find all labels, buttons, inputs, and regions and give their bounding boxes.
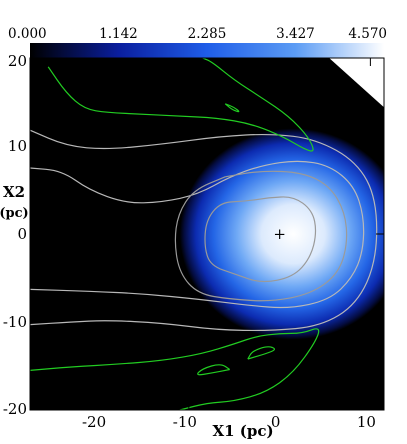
- empty-corner-region: [329, 58, 384, 108]
- plot-area: +: [30, 58, 384, 410]
- x-tick-label: -10: [173, 413, 197, 431]
- source-marker: +: [273, 225, 286, 243]
- contour-line: [174, 170, 348, 302]
- x-axis-ticks: -20 -10 0 10: [82, 58, 376, 431]
- contour-line: [30, 129, 378, 332]
- colorbar-tick-label: 3.427: [276, 26, 315, 42]
- y-axis-title: X2: [3, 183, 25, 201]
- contour-line: [224, 103, 240, 113]
- x-axis-title: X1 (pc): [212, 422, 273, 440]
- y-tick-label: 0: [17, 225, 27, 243]
- y-tick-label: 10: [8, 137, 27, 155]
- contour-line: [30, 160, 365, 309]
- contour-line: [30, 328, 320, 410]
- colorbar-tick-label: 0.000: [8, 26, 47, 42]
- y-tick-label: -10: [3, 313, 27, 331]
- contour-line: [197, 364, 231, 376]
- colorbar-tick-label: 1.142: [99, 26, 138, 42]
- y-axis-unit: (pc): [0, 206, 29, 221]
- colorbar-bar: [30, 43, 384, 58]
- x-tick-label: 0: [271, 413, 281, 431]
- contour-line: [204, 196, 317, 283]
- colorbar-tick-label: 4.570: [348, 26, 387, 42]
- x-tick-label: -20: [82, 413, 106, 431]
- colorbar: 0.000 1.142 2.285 3.427 4.570: [8, 26, 387, 58]
- y-axis-ticks: 20 10 0 -10 -20: [3, 52, 384, 418]
- contour-lines: [30, 58, 378, 410]
- x-tick-label: 10: [357, 413, 376, 431]
- colorbar-tick-labels: 0.000 1.142 2.285 3.427 4.570: [8, 26, 387, 42]
- y-tick-label: 20: [8, 52, 27, 70]
- contour-line: [47, 58, 314, 152]
- colorbar-tick-label: 2.285: [188, 26, 227, 42]
- emission-field: [30, 58, 384, 410]
- y-tick-label: -20: [3, 400, 27, 418]
- contour-line: [247, 346, 275, 360]
